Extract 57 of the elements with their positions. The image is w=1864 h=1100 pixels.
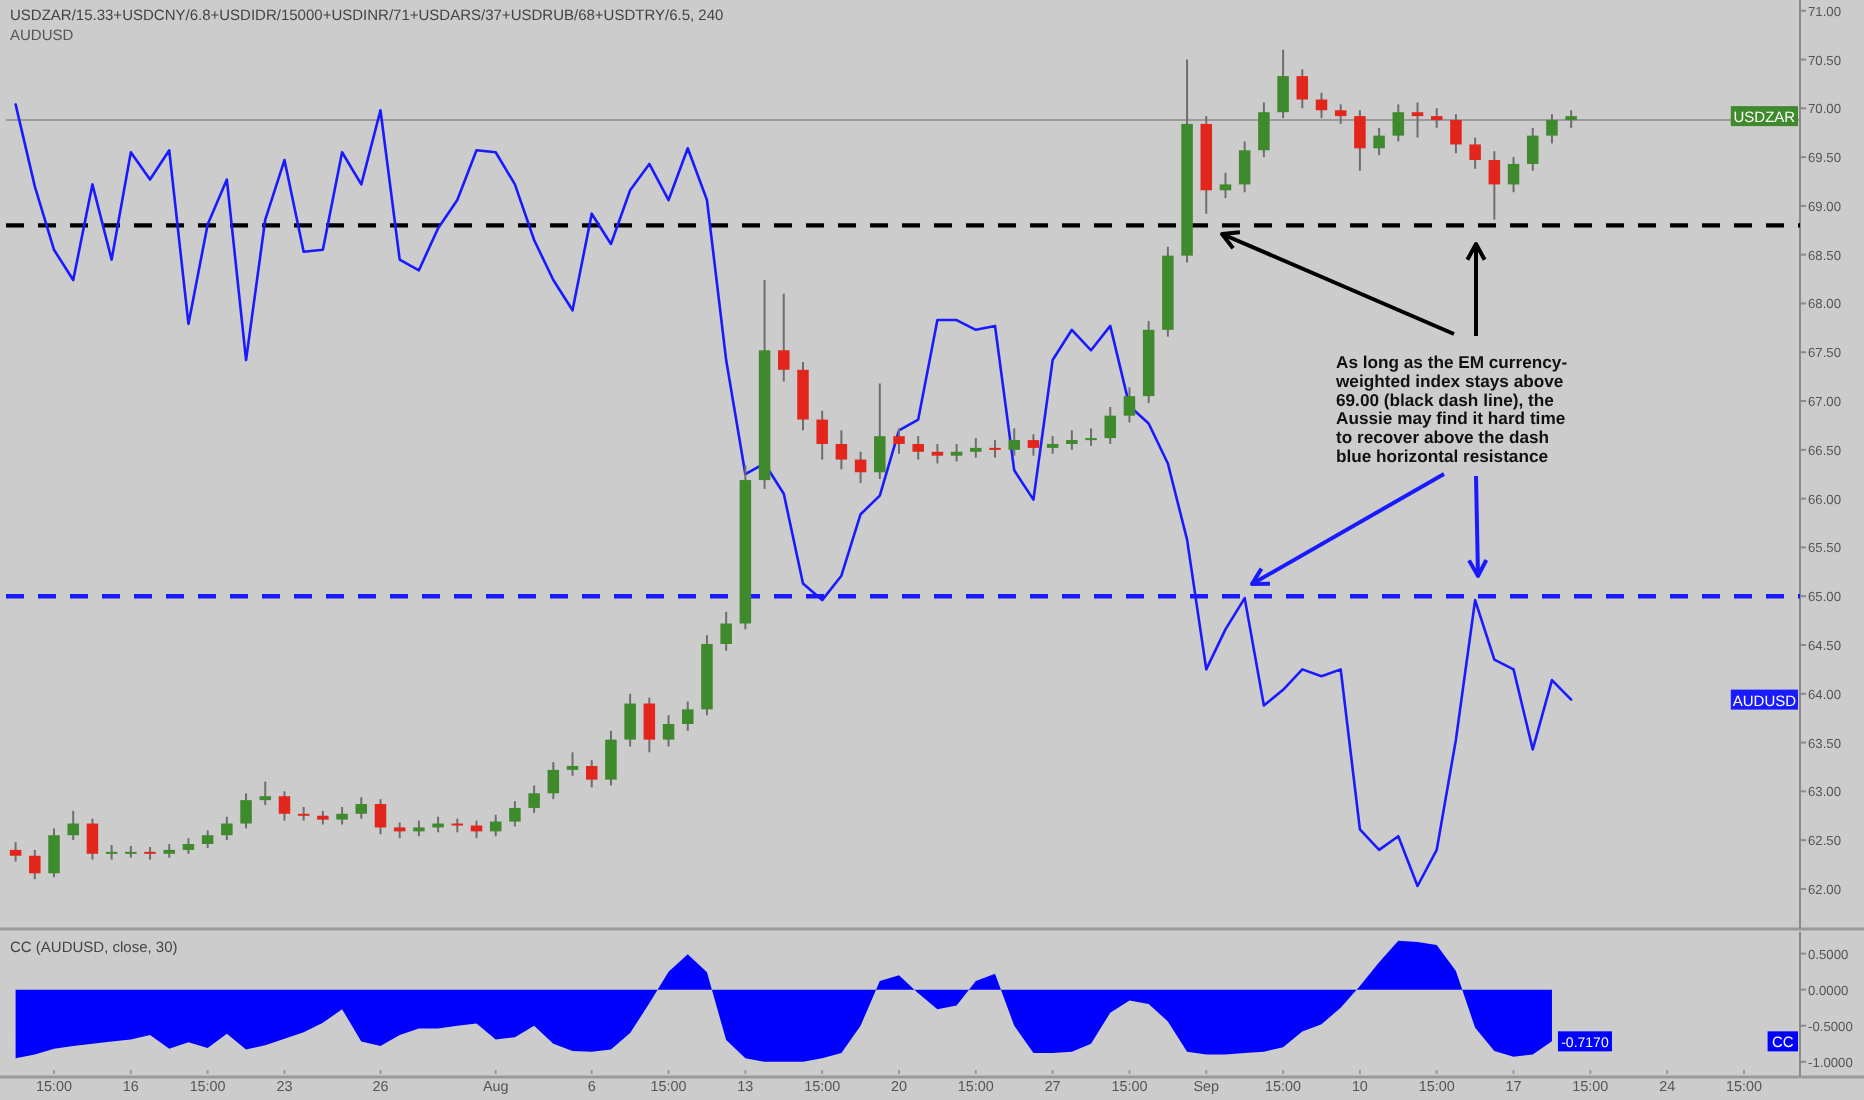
candlestick	[1008, 427, 1020, 457]
candlestick	[259, 780, 272, 807]
candlestick	[1373, 126, 1385, 157]
candlestick	[1392, 103, 1405, 143]
candlestick	[720, 610, 732, 652]
candlestick	[585, 759, 598, 789]
candlestick	[221, 815, 233, 842]
candlestick	[1258, 101, 1270, 159]
candlestick	[547, 761, 560, 801]
candlestick	[528, 784, 540, 814]
candlestick	[1104, 405, 1117, 445]
candlestick	[1219, 171, 1232, 200]
candlestick	[1507, 156, 1520, 194]
candlestick	[1296, 68, 1309, 110]
candlestick	[1546, 113, 1558, 145]
candlestick	[48, 827, 60, 879]
candlestick	[1277, 48, 1289, 120]
candlestick	[29, 848, 41, 881]
candlestick	[1238, 140, 1251, 194]
candlestick	[1450, 113, 1462, 155]
candlestick	[854, 450, 867, 484]
candlestick	[605, 729, 617, 787]
candlestick	[912, 435, 924, 461]
annotation: As long as the EM currency- weighted index stays above 69.00 (black dash line), the Aussie may find it hard time to recover above the dash blue horizontal resistance	[1334, 352, 1568, 466]
candlestick	[278, 790, 291, 822]
candlestick	[989, 439, 1001, 459]
candlestick	[893, 427, 905, 455]
candlestick	[1488, 150, 1501, 221]
candlestick	[509, 800, 521, 828]
candlestick	[1411, 101, 1424, 139]
candlestick	[374, 798, 387, 836]
candlestick	[931, 442, 944, 465]
candlestick	[1027, 433, 1040, 457]
candlestick	[1354, 109, 1366, 172]
candlestick	[1334, 103, 1347, 125]
candlestick	[835, 429, 848, 471]
candlestick	[1469, 136, 1481, 170]
candlestick	[662, 714, 675, 748]
candlestick	[1085, 427, 1097, 447]
candlestick	[1066, 429, 1078, 451]
candlestick	[67, 809, 79, 842]
candlestick	[355, 796, 368, 820]
candlestick	[105, 844, 118, 861]
candlestick	[778, 292, 790, 383]
candlestick	[874, 382, 886, 481]
candlestick	[816, 409, 828, 461]
candlestick	[240, 792, 252, 830]
candlestick	[624, 692, 636, 748]
candlestick	[1526, 126, 1539, 172]
candlestick	[566, 751, 579, 777]
candlestick	[681, 700, 694, 732]
candlestick	[9, 841, 22, 863]
candlestick	[643, 696, 656, 754]
candlestick	[1430, 107, 1443, 129]
candlestick	[970, 437, 982, 459]
candlestick	[86, 817, 99, 861]
candlestick	[1123, 386, 1136, 424]
